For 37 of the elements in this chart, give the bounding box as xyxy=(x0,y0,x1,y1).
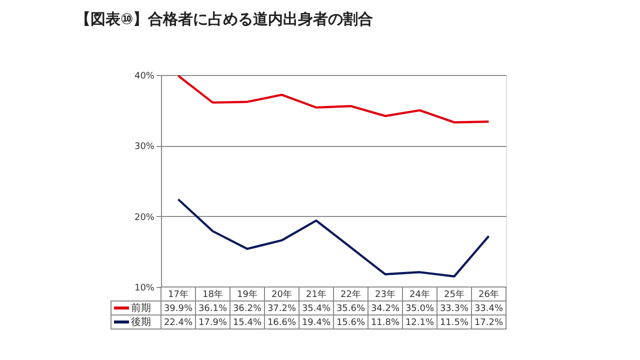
x-tick-label: 20年 xyxy=(272,289,292,300)
data-label: 37.2% xyxy=(267,304,296,314)
data-label: 17.2% xyxy=(474,318,504,328)
x-tick-label: 17年 xyxy=(168,289,188,300)
x-tick-label: 21年 xyxy=(306,289,326,300)
data-label: 35.6% xyxy=(336,304,366,314)
data-label: 16.6% xyxy=(267,318,296,328)
legend-label: 後期 xyxy=(131,316,151,328)
data-label: 19.4% xyxy=(302,318,331,328)
y-tick-label: 30% xyxy=(134,142,155,152)
data-label: 17.9% xyxy=(198,318,228,328)
data-label: 39.9% xyxy=(164,304,193,314)
x-tick-label: 23年 xyxy=(375,289,396,300)
data-label: 22.4% xyxy=(164,318,193,328)
data-label: 15.6% xyxy=(336,318,366,328)
y-tick-label: 40% xyxy=(134,72,155,82)
data-label: 36.1% xyxy=(198,304,228,314)
x-tick-label: 24年 xyxy=(410,289,430,300)
data-label: 36.2% xyxy=(232,304,262,314)
y-tick-label: 20% xyxy=(134,212,155,223)
legend-label: 前期 xyxy=(131,302,151,314)
chart-title: 【図表⑩】合格者に占める道内出身者の割合 xyxy=(76,10,374,28)
data-label: 35.4% xyxy=(302,304,331,314)
data-label: 12.1% xyxy=(405,318,434,328)
x-tick-label: 25年 xyxy=(444,289,464,300)
data-label: 11.5% xyxy=(440,318,469,328)
data-label: 15.4% xyxy=(232,318,262,328)
x-tick-label: 18年 xyxy=(202,289,223,300)
data-label: 35.0% xyxy=(405,304,434,314)
x-tick-label: 22年 xyxy=(340,289,361,300)
x-tick-label: 19年 xyxy=(237,289,258,300)
data-label: 33.3% xyxy=(440,304,469,314)
data-label: 34.2% xyxy=(370,304,400,314)
data-label: 11.8% xyxy=(370,318,400,328)
data-label: 33.4% xyxy=(474,304,504,314)
x-tick-label: 26年 xyxy=(478,289,499,300)
y-tick-label: 10% xyxy=(134,284,155,294)
